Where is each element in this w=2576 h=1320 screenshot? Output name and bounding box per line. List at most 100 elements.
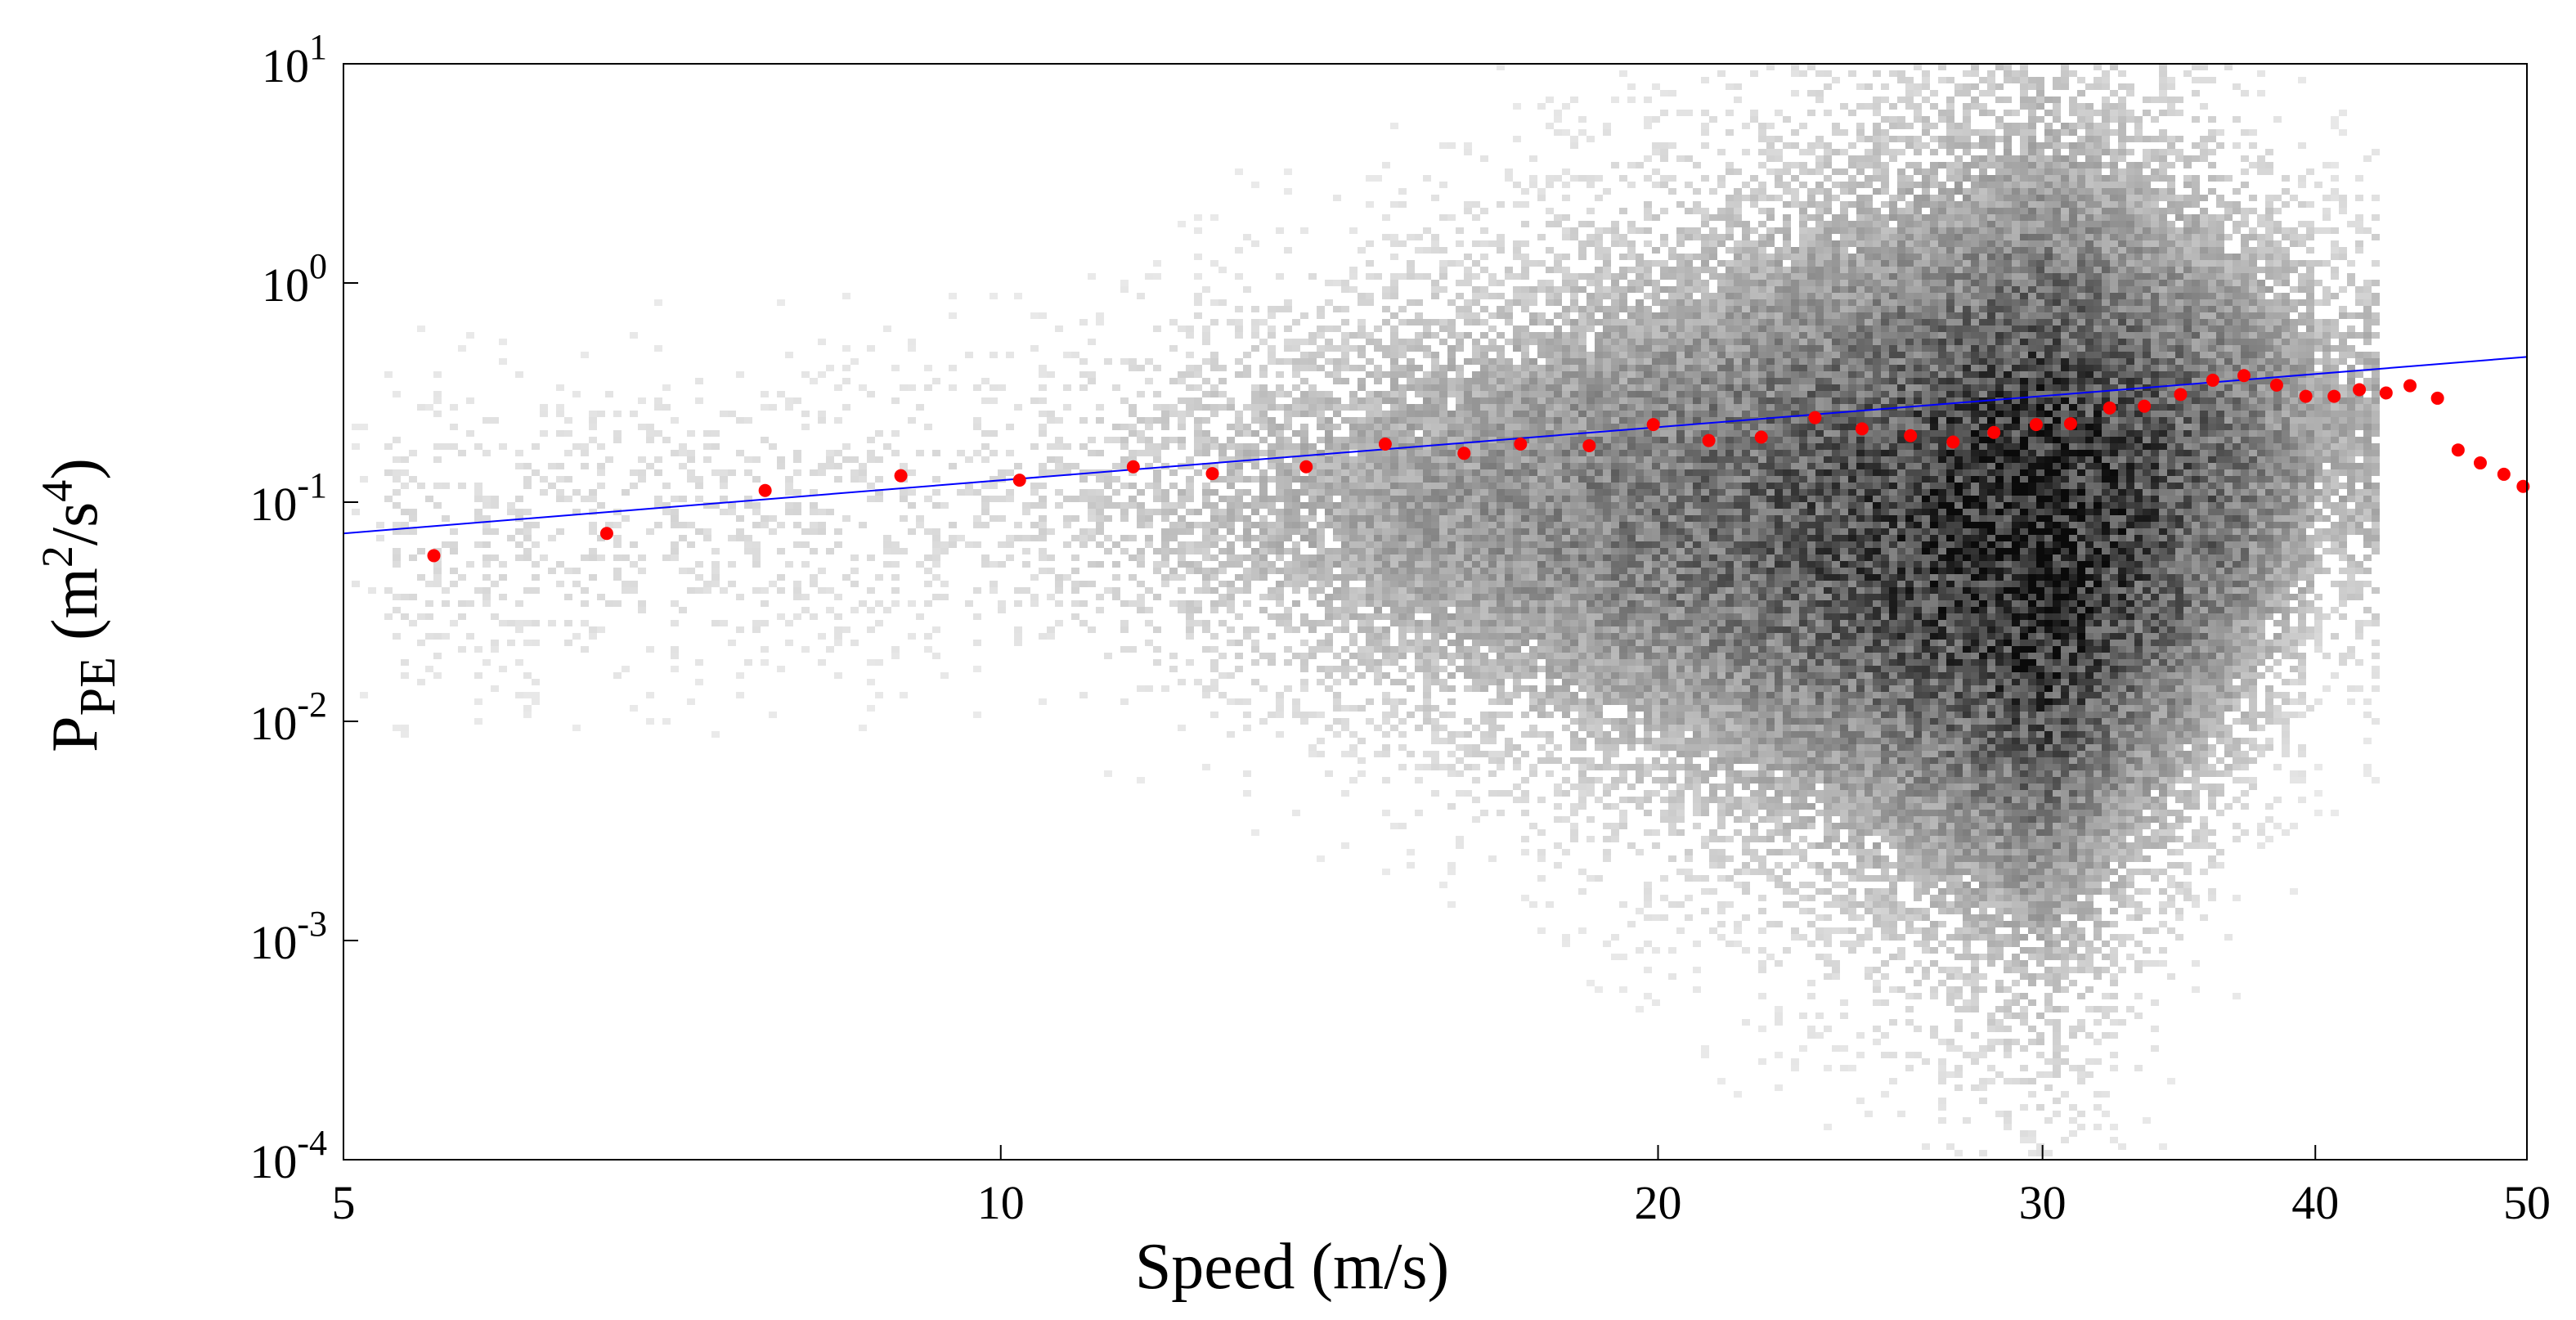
density-cell bbox=[1619, 797, 1627, 803]
density-cell bbox=[1423, 718, 1431, 725]
density-cell bbox=[1259, 417, 1268, 424]
density-cell bbox=[932, 554, 940, 561]
density-cell bbox=[1554, 672, 1562, 679]
density-cell bbox=[1063, 443, 1071, 450]
density-cell bbox=[1374, 496, 1382, 502]
density-cell bbox=[1284, 469, 1292, 476]
density-cell bbox=[1693, 384, 1701, 391]
density-cell bbox=[1415, 574, 1423, 581]
density-cell bbox=[1611, 581, 1619, 587]
density-cell bbox=[1439, 613, 1447, 620]
density-cell bbox=[1227, 397, 1235, 404]
density-cell bbox=[1194, 568, 1202, 574]
density-cell bbox=[1333, 443, 1341, 450]
density-cell bbox=[1693, 653, 1701, 659]
density-cell bbox=[1652, 829, 1660, 836]
density-cell bbox=[1227, 483, 1235, 489]
density-cell bbox=[1644, 764, 1652, 770]
density-cell bbox=[564, 430, 572, 437]
density-cell bbox=[1578, 790, 1586, 797]
density-cell bbox=[1104, 653, 1112, 659]
density-cell bbox=[1129, 358, 1137, 365]
density-cell bbox=[1586, 620, 1595, 626]
density-cell bbox=[1529, 182, 1537, 188]
density-cell bbox=[1480, 515, 1488, 522]
density-cell bbox=[1431, 568, 1439, 574]
density-cell bbox=[1660, 672, 1668, 679]
density-cell bbox=[1366, 424, 1374, 430]
density-cell bbox=[1423, 469, 1431, 476]
density-cell bbox=[1186, 509, 1194, 515]
density-cell bbox=[1145, 424, 1153, 430]
density-cell bbox=[1521, 522, 1529, 528]
density-cell bbox=[1227, 496, 1235, 502]
density-cell bbox=[1685, 234, 1693, 240]
density-cell bbox=[1685, 417, 1693, 424]
density-cell bbox=[1439, 430, 1447, 437]
density-cell bbox=[671, 496, 679, 502]
density-cell bbox=[1431, 705, 1439, 712]
density-cell bbox=[1464, 666, 1472, 672]
density-cell bbox=[1685, 620, 1693, 626]
density-cell bbox=[1333, 535, 1341, 541]
density-cell bbox=[1570, 646, 1578, 653]
density-cell bbox=[1603, 352, 1611, 358]
density-cell bbox=[1562, 594, 1570, 600]
density-cell bbox=[1619, 234, 1627, 240]
density-cell bbox=[1407, 535, 1415, 541]
density-cell bbox=[409, 554, 417, 561]
density-cell bbox=[1333, 607, 1341, 613]
density-cell bbox=[1554, 430, 1562, 437]
density-cell bbox=[1685, 424, 1693, 430]
density-cell bbox=[1611, 744, 1619, 751]
density-cell bbox=[842, 443, 850, 450]
density-cell bbox=[1660, 430, 1668, 437]
density-cell bbox=[1398, 463, 1407, 469]
density-cell bbox=[1627, 430, 1636, 437]
density-cell bbox=[1603, 273, 1611, 280]
density-cell bbox=[1529, 672, 1537, 679]
density-cell bbox=[1120, 286, 1129, 293]
density-cell bbox=[1472, 666, 1480, 672]
density-cell bbox=[401, 483, 409, 489]
density-cell bbox=[1308, 626, 1317, 633]
density-cell bbox=[1611, 319, 1619, 326]
density-cell bbox=[1366, 469, 1374, 476]
density-cell bbox=[1447, 581, 1456, 587]
density-cell bbox=[1300, 489, 1308, 496]
density-cell bbox=[1251, 561, 1259, 568]
density-cell bbox=[1513, 502, 1521, 509]
density-cell bbox=[1611, 934, 1619, 941]
density-cell bbox=[1423, 554, 1431, 561]
density-cell bbox=[1619, 515, 1627, 522]
density-cell bbox=[1431, 293, 1439, 299]
density-cell bbox=[1349, 496, 1358, 502]
density-cell bbox=[1120, 437, 1129, 443]
density-cell bbox=[1390, 463, 1398, 469]
density-cell bbox=[1676, 515, 1685, 522]
density-cell bbox=[1284, 607, 1292, 613]
density-cell bbox=[1627, 554, 1636, 561]
density-cell bbox=[1210, 214, 1218, 221]
density-cell bbox=[1554, 659, 1562, 666]
density-cell bbox=[1390, 411, 1398, 417]
density-cell bbox=[1488, 855, 1497, 862]
density-cell bbox=[932, 378, 940, 384]
density-cell bbox=[1317, 489, 1325, 496]
density-cell bbox=[1497, 502, 1505, 509]
density-cell bbox=[1259, 437, 1268, 443]
density-cell bbox=[1178, 417, 1186, 424]
density-cell bbox=[1586, 352, 1595, 358]
density-cell bbox=[1112, 574, 1120, 581]
density-cell bbox=[1546, 456, 1554, 463]
density-cell bbox=[1636, 502, 1644, 509]
density-cell bbox=[1218, 365, 1227, 371]
density-cell bbox=[1120, 626, 1129, 633]
density-cell bbox=[1137, 515, 1145, 522]
density-cell bbox=[1488, 587, 1497, 594]
density-cell bbox=[1047, 528, 1055, 535]
density-cell bbox=[1480, 607, 1488, 613]
density-cell bbox=[1218, 535, 1227, 541]
density-cell bbox=[1317, 574, 1325, 581]
density-cell bbox=[1088, 437, 1096, 443]
